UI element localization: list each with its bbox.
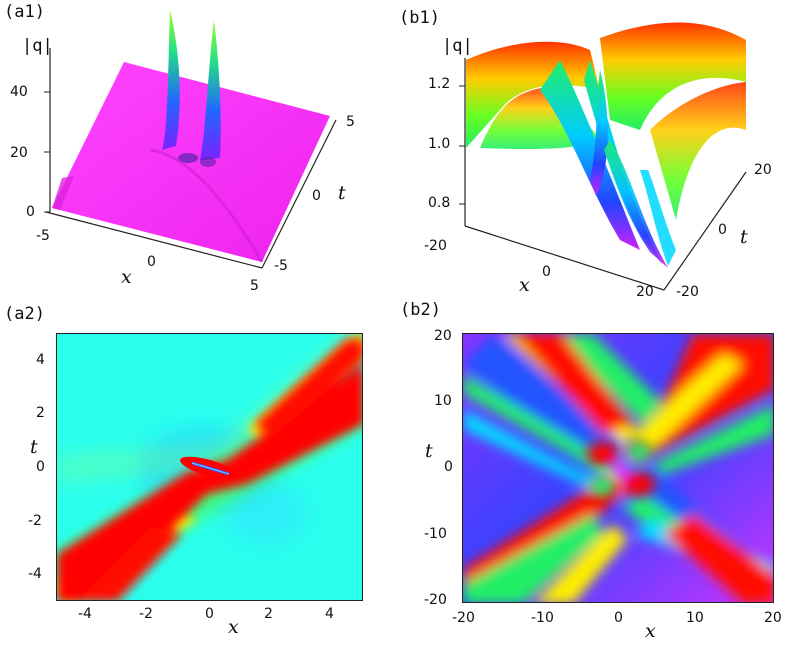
ylabel-b2: t [425,440,433,462]
xtick-a2-2: 2 [264,606,273,622]
ztick-b1-12: 1.2 [428,76,451,92]
ttick-a1-0: 0 [312,188,321,204]
ttick-b1-20: 20 [754,162,772,178]
xtick-a2-0: 0 [205,606,214,622]
ytick-a2-2: 2 [36,405,45,421]
panel-label-a2: (a2) [4,304,45,324]
panel-label-b1: (b1) [399,8,440,28]
ytick-b2-10: 10 [434,393,452,409]
ztick-a1-20: 20 [10,145,28,161]
xtick-b1-0: 0 [542,264,551,280]
panel-label-a1: (a1) [4,2,45,22]
xtick-b2-0: 0 [614,610,623,626]
ztick-b1-08: 0.8 [428,195,451,211]
ytick-b2-m20: -20 [424,592,447,608]
taxis-b1 [663,171,747,291]
heatmap-a2 [56,333,363,601]
xtick-b1-m20: -20 [424,238,447,254]
ztick-b1-10: 1.0 [428,136,451,152]
ttick-b1-0: 0 [718,222,727,238]
xlabel-a2: x [228,616,239,638]
xlabel-a1: x [121,266,132,288]
peak-left-a1 [162,10,180,150]
ttick-a1-m5: -5 [274,258,288,274]
xtick-a1-0: 0 [147,254,156,270]
ytick-a2-m2: -2 [28,513,42,529]
ytick-a2-4: 4 [36,352,45,368]
ytick-b2-0: 0 [444,459,453,475]
peak-right-a1 [200,20,221,160]
zlabel-a1: |q| [22,36,53,56]
xtick-a1-5: 5 [250,278,259,294]
panel-label-b2: (b2) [400,300,441,320]
heatmap-b2 [462,333,774,603]
xtick-b1-20: 20 [636,284,654,300]
xtick-a2-m2: -2 [139,606,153,622]
xtick-b2-10: 10 [686,610,704,626]
ttick-a1-5: 5 [346,114,355,130]
xaxis-b1 [464,225,665,291]
xtick-b2-m20: -20 [452,610,475,626]
xlabel-b2: x [645,620,656,642]
ztick-a1-0: 0 [26,204,35,220]
taxis-a1 [261,119,337,269]
xtick-a2-4: 4 [325,606,334,622]
xtick-a2-m4: -4 [78,606,92,622]
ytick-a2-0: 0 [36,459,45,475]
xtick-b2-m10: -10 [531,610,554,626]
ytick-a2-m4: -4 [28,566,42,582]
ylabel-a2: t [30,436,38,458]
xtick-b2-20: 20 [764,610,782,626]
xlabel-b1: x [519,274,530,296]
xtick-a1-m5: -5 [36,228,50,244]
ttick-b1-m20: -20 [676,284,699,300]
tlabel-b1: t [740,226,748,248]
ytick-b2-m10: -10 [424,526,447,542]
ztick-a1-40: 40 [10,84,28,100]
tlabel-a1: t [338,182,346,204]
ytick-b2-20: 20 [434,328,452,344]
xaxis-a1 [45,211,263,269]
zlabel-b1: |q| [442,36,473,56]
